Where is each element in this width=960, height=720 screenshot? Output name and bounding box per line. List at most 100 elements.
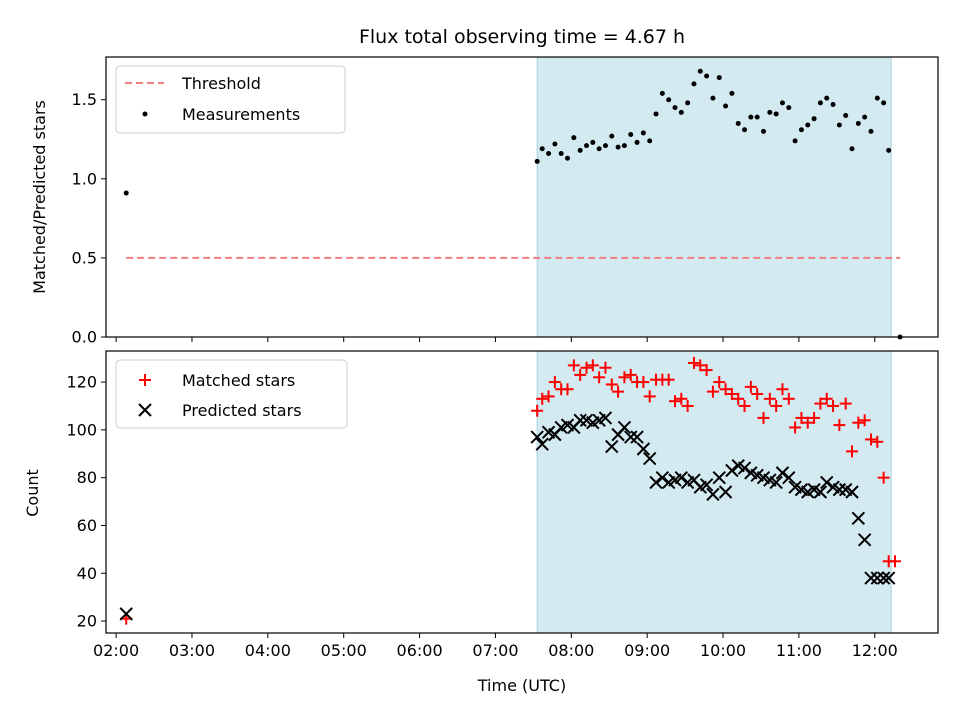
predicted-star-point	[813, 485, 828, 499]
legend-predicted-label: Predicted stars	[182, 401, 302, 420]
matched-star-point	[782, 392, 795, 405]
measurement-point	[615, 144, 621, 150]
predicted-star-point	[706, 487, 720, 502]
matched-star-point	[827, 399, 840, 412]
top-points-layer	[123, 68, 903, 340]
matched-star-point	[814, 397, 827, 410]
top-legend: Threshold Measurements	[115, 65, 346, 134]
matched-star-point	[719, 383, 732, 396]
measurement-point	[691, 81, 697, 87]
bottom-xtick-label: 05:00	[321, 641, 367, 660]
predicted-star-point	[870, 571, 885, 585]
measurement-point	[546, 150, 552, 156]
measurement-point	[805, 122, 811, 128]
measurement-point	[558, 150, 564, 156]
measurement-point	[830, 101, 836, 107]
bottom-ylabel: Count	[23, 469, 42, 517]
measurement-point	[609, 133, 615, 139]
measurement-point	[886, 147, 892, 153]
measurement-point	[881, 100, 887, 106]
measurement-point	[817, 100, 823, 106]
measurement-point	[666, 97, 672, 103]
measurement-point	[836, 122, 842, 128]
matched-star-point	[846, 445, 859, 458]
bottom-xaxis-layer: 02:00 03:00 04:00 05:00 06:00 07:00 08:00 09:00…	[93, 633, 898, 660]
matched-star-point	[713, 376, 726, 389]
predicted-star-point	[655, 470, 670, 485]
top-ytick-label: 0.5	[72, 248, 97, 267]
predicted-star-point	[832, 482, 847, 497]
measurement-point	[697, 68, 703, 74]
matched-star-point	[751, 388, 764, 401]
measurement-point	[843, 113, 849, 119]
bottom-legend-box	[115, 359, 348, 429]
measurement-point	[716, 75, 722, 81]
measurement-point	[855, 120, 861, 126]
matched-star-point	[624, 368, 637, 381]
matched-star-point	[732, 392, 745, 405]
matched-star-point	[770, 399, 783, 412]
matched-star-point	[561, 383, 574, 396]
bottom-xtick-label: 09:00	[624, 641, 670, 660]
matched-star-point	[643, 390, 656, 403]
matched-star-point	[675, 392, 688, 405]
top-xticks-layer	[115, 337, 876, 342]
measurement-point	[590, 139, 596, 145]
legend-matched-plus-icon	[139, 374, 151, 386]
matched-star-point	[531, 404, 544, 417]
bottom-panel: 20 40 60 80 100 120 02:00 03:00 04:00 05:00 06:00…	[23, 350, 939, 695]
measurement-point	[685, 100, 691, 106]
matched-star-point	[536, 392, 549, 405]
measurement-point	[704, 73, 710, 79]
predicted-star-point	[699, 478, 714, 492]
measurement-point	[640, 130, 646, 136]
matched-star-point	[839, 397, 852, 410]
chart-title: Flux total observing time = 4.67 h	[359, 26, 685, 48]
measurement-point	[786, 105, 792, 111]
measurement-point	[659, 90, 665, 96]
bottom-ytick-label: 120	[66, 373, 97, 392]
predicted-star-point	[630, 430, 644, 444]
matched-star-point	[864, 433, 877, 446]
bottom-xtick-label: 04:00	[245, 641, 291, 660]
measurement-point	[628, 132, 634, 138]
measurement-point	[577, 147, 583, 153]
bottom-axes-frame	[105, 350, 939, 634]
bottom-ytick-label: 100	[66, 420, 97, 439]
predicted-star-point	[573, 413, 587, 428]
predicted-star-point	[535, 437, 549, 451]
measurement-point	[773, 111, 779, 117]
matched-star-point	[567, 359, 580, 372]
measurement-point	[539, 146, 545, 152]
measurement-point	[862, 114, 868, 120]
measurement-point	[874, 95, 880, 101]
matched-star-point	[706, 385, 719, 398]
measurement-point	[123, 190, 129, 196]
measurement-point	[653, 111, 659, 117]
predicted-star-point	[643, 451, 657, 466]
measurement-point	[565, 155, 571, 161]
matched-star-point	[605, 378, 618, 391]
matched-star-point	[776, 383, 789, 396]
matched-star-point	[662, 373, 675, 386]
measurement-point	[710, 95, 716, 101]
matched-star-point	[763, 392, 776, 405]
predicted-star-point	[598, 411, 613, 425]
measurement-point	[767, 109, 773, 115]
matched-star-point	[542, 390, 555, 403]
predicted-star-point	[649, 475, 663, 490]
measurement-point	[792, 138, 798, 144]
measurement-point	[583, 143, 589, 149]
predicted-star-point	[712, 470, 726, 485]
matched-star-point	[599, 361, 612, 374]
matched-star-point	[694, 359, 707, 372]
measurement-point	[735, 120, 741, 126]
measurement-point	[602, 143, 608, 149]
matched-star-point	[877, 471, 890, 484]
measurement-point	[534, 158, 540, 164]
measurement-point	[723, 103, 729, 109]
predicted-star-point	[876, 571, 891, 585]
predicted-star-point	[119, 607, 133, 621]
bottom-xtick-label: 10:00	[700, 641, 746, 660]
